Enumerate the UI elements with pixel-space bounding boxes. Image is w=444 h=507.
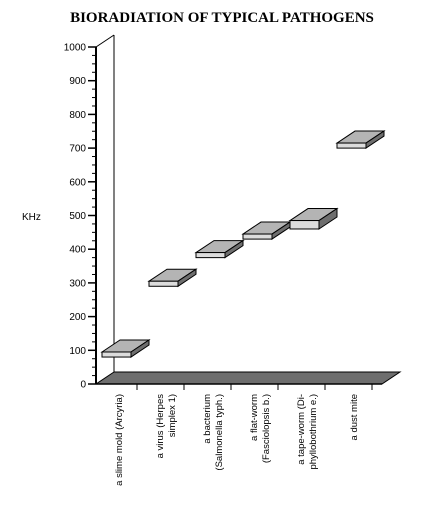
bar-front-face: [336, 142, 367, 149]
bar-4: [241, 221, 292, 241]
x-category-label: a flat-worm(Fasciolopsis b.): [249, 394, 272, 463]
y-axis-label: KHz: [22, 212, 41, 223]
y-tick-label: 900: [69, 76, 86, 87]
x-category-label: a tape-worm (Di-phyllobothrium e.): [296, 394, 319, 470]
bar-5: [288, 207, 339, 230]
y-tick-label: 1000: [64, 43, 87, 54]
y-tick-label: 0: [80, 380, 86, 391]
y-tick-label: 600: [69, 177, 86, 188]
y-axis: 0 100 200 300 400 500 600 700 800 900 1000: [64, 43, 97, 391]
bar-1: [100, 339, 151, 358]
bar-front-face: [289, 220, 320, 230]
x-category-label: a bacterium(Salmonella typh.): [202, 394, 225, 471]
chart-title: BIORADIATION OF TYPICAL PATHOGENS: [70, 10, 374, 26]
x-axis-labels: a slime mold (Arcyria) a virus (Herpessim…: [114, 384, 373, 486]
data-bars: [100, 130, 386, 358]
x-category-label: a dust mite: [349, 394, 360, 440]
y-tick-label: 300: [69, 278, 86, 289]
x-category-label-line: a tape-worm (Di-: [296, 394, 307, 465]
x-category-label-line: a bacterium: [202, 394, 213, 444]
bar-6: [335, 130, 386, 150]
plot-frame: [94, 34, 402, 385]
y-tick-label: 100: [69, 346, 86, 357]
x-category-label-line: a virus (Herpes: [155, 394, 166, 459]
x-category-label-line: a flat-worm: [249, 394, 260, 441]
bar-front-face: [195, 252, 226, 259]
x-category-label-line: phyllobothrium e.): [308, 394, 319, 470]
x-category-label-line: (Salmonella typh.): [214, 394, 225, 471]
y-tick-label: 400: [69, 245, 86, 256]
floor: [94, 371, 402, 385]
bar-front-face: [148, 280, 179, 287]
y-tick-label: 500: [69, 211, 86, 222]
x-category-label-line: a dust mite: [349, 394, 360, 440]
x-category-label-line: (Fasciolopsis b.): [261, 394, 272, 463]
x-category-label-line: simplex 1): [167, 394, 178, 437]
y-tick-label: 200: [69, 312, 86, 323]
x-category-label-line: a slime mold (Arcyria): [114, 394, 125, 486]
y-tick-label: 800: [69, 110, 86, 121]
bar-front-face: [242, 233, 273, 240]
bar-3: [194, 239, 245, 259]
x-category-label: a slime mold (Arcyria): [114, 394, 125, 486]
x-category-label: a virus (Herpessimplex 1): [155, 394, 178, 459]
back-wall-top-edge: [95, 34, 115, 48]
bar-2: [147, 268, 198, 288]
bar-front-face: [101, 351, 132, 358]
y-tick-label: 700: [69, 144, 86, 155]
